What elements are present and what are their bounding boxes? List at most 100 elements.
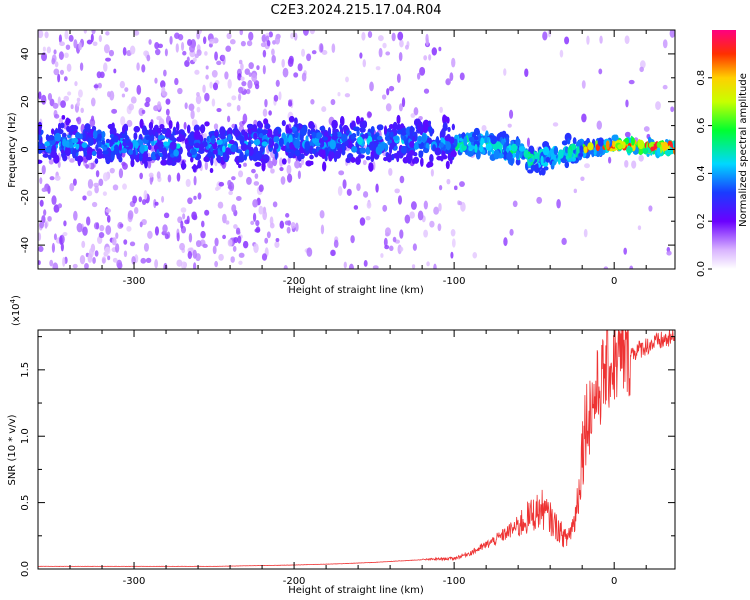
spectrogram-band-cell [147, 144, 152, 150]
spectrogram-noise-cell [218, 181, 225, 187]
spectrogram-noise-cell [367, 31, 373, 39]
spectrogram-noise-cell [57, 160, 61, 169]
spectrogram-noise-cell [252, 212, 257, 222]
spectrogram-band-cell [209, 168, 214, 174]
spectrogram-noise-cell [536, 196, 543, 204]
spectrogram-band-cell [60, 149, 65, 154]
spectrogram-band-cell [84, 123, 91, 132]
spectrogram-noise-cell [180, 207, 187, 213]
spectrogram-band-cell [217, 155, 222, 164]
spectrogram-band-cell [528, 145, 535, 154]
spectrogram-band-cell [518, 145, 526, 152]
spectrogram-band-cell [365, 146, 371, 155]
spectrogram-noise-cell [236, 230, 241, 235]
spectrogram-band-cell [473, 136, 479, 141]
spectrogram-band-cell [319, 126, 326, 131]
spectrogram-noise-cell [353, 205, 359, 210]
spectrogram-band-cell [159, 124, 165, 130]
spectrogram-noise-cell [237, 235, 242, 244]
spectrogram-band-cell [169, 141, 177, 150]
spectrogram-noise-cell [262, 108, 268, 117]
spectrogram-noise-cell [581, 113, 587, 123]
spectrogram-band-cell [439, 142, 444, 148]
spectrogram-noise-cell [398, 103, 403, 112]
spectrogram-band-cell [203, 156, 210, 162]
spectrogram-noise-cell [404, 44, 409, 50]
colorbar-tick-label: 0.6 [696, 118, 707, 134]
spectrogram-y-tick-label: -40 [20, 237, 31, 253]
spectrogram-band-cell [637, 139, 645, 150]
spectrogram-noise-cell [149, 175, 153, 185]
spectrogram-noise-cell [154, 77, 158, 84]
spectrogram-noise-cell [248, 31, 254, 41]
spectrogram-band-cell [355, 156, 361, 165]
spectrogram-noise-cell [188, 103, 195, 111]
spectrogram-noise-cell [41, 94, 47, 105]
spectrogram-band-cell [351, 146, 358, 153]
spectrogram-noise-cell [80, 107, 84, 114]
spectrogram-band-cell [139, 118, 144, 129]
spectrogram-noise-cell [81, 240, 86, 249]
spectrogram-band-cell [210, 145, 214, 153]
spectrogram-noise-cell [216, 60, 222, 66]
spectrogram-noise-cell [107, 255, 111, 261]
spectrogram-band-cell [389, 131, 394, 138]
spectrogram-noise-cell [459, 72, 465, 81]
spectrogram-noise-cell [98, 178, 104, 187]
spectrogram-band-cell [207, 148, 215, 159]
spectrogram-noise-cell [279, 220, 285, 229]
spectrogram-band-cell [51, 144, 57, 153]
spectrogram-band-cell [418, 151, 424, 158]
spectrogram-noise-cell [423, 229, 429, 238]
spectrogram-band-cell [342, 125, 349, 132]
spectrogram-noise-cell [225, 220, 230, 225]
spectrogram-band-cell [87, 137, 94, 146]
spectrogram-band-cell [65, 118, 71, 124]
spectrogram-band-cell [197, 159, 202, 169]
spectrogram-band-cell [50, 150, 57, 159]
spectrogram-band-cell [348, 140, 353, 149]
spectrogram-noise-cell [102, 172, 109, 182]
spectrogram-noise-cell [51, 195, 57, 205]
spectrogram-noise-cell [388, 85, 395, 92]
spectrogram-noise-cell [39, 199, 44, 207]
spectrogram-noise-cell [91, 201, 98, 208]
spectrogram-band-cell [134, 141, 139, 149]
spectrogram-noise-cell [343, 261, 347, 269]
spectrogram-noise-cell [586, 35, 590, 45]
spectrogram-noise-cell [261, 34, 267, 43]
spectrogram-noise-cell [411, 264, 416, 269]
spectrogram-band-cell [294, 149, 300, 157]
spectrogram-noise-cell [164, 233, 169, 240]
spectrogram-band-cell [451, 123, 455, 131]
spectrogram-noise-cell [378, 47, 383, 58]
spectrogram-noise-cell [78, 89, 83, 98]
spectrogram-noise-cell [102, 191, 108, 196]
spectrogram-band-cell [75, 142, 80, 150]
spectrogram-noise-cell [92, 257, 96, 264]
spectrogram-band-cell [551, 160, 556, 166]
spectrogram-band-cell [421, 133, 427, 143]
spectrogram-band-cell [105, 138, 111, 144]
spectrogram-noise-cell [133, 30, 140, 36]
spectrogram-noise-cell [264, 237, 269, 244]
spectrogram-band-cell [190, 148, 197, 155]
spectrogram-noise-cell [254, 173, 259, 179]
spectrogram-noise-cell [246, 40, 253, 47]
spectrogram-noise-cell [38, 260, 41, 265]
spectrogram-noise-cell [64, 30, 69, 40]
spectrogram-band-cell [77, 156, 81, 167]
spectrogram-noise-cell [160, 80, 166, 89]
spectrogram-noise-cell [187, 39, 192, 47]
snr-y-tick-label: 0.0 [20, 561, 31, 577]
spectrogram-band-cell [259, 146, 264, 154]
spectrogram-band-cell [148, 122, 154, 130]
spectrogram-noise-cell [111, 108, 118, 114]
spectrogram-noise-cell [138, 196, 142, 203]
spectrogram-band-cell [157, 135, 162, 141]
spectrogram-band-cell [254, 161, 262, 167]
spectrogram-noise-cell [330, 99, 336, 106]
spectrogram-band-cell [289, 141, 294, 150]
spectrogram-band-cell [173, 149, 179, 157]
spectrogram-band-cell [475, 149, 481, 160]
